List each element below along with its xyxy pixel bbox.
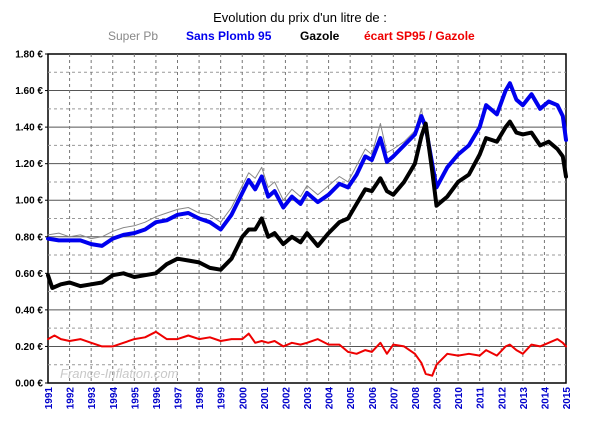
legend-sans-plomb-95: Sans Plomb 95: [186, 29, 272, 43]
x-tick-label: 1999: [217, 387, 228, 410]
y-tick-label: 0.80 €: [15, 232, 43, 243]
x-tick-label: 2012: [497, 387, 508, 410]
x-axis-ticks: 1991 1992 1993 1994 1995 1996 1997 1998 1999 2000…: [44, 387, 573, 410]
x-tick-label: 2004: [325, 387, 336, 410]
x-tick-label: 1992: [66, 387, 77, 410]
legend-gazole: Gazole: [300, 29, 340, 43]
x-tick-label: 1996: [152, 387, 163, 410]
x-tick-label: 2013: [519, 387, 530, 410]
x-tick-label: 2003: [303, 387, 314, 410]
x-tick-label: 1994: [109, 387, 120, 410]
x-tick-label: 2006: [368, 387, 379, 410]
legend-ecart: écart SP95 / Gazole: [364, 29, 475, 43]
x-tick-label: 2002: [281, 387, 292, 410]
x-tick-label: 2001: [260, 387, 271, 410]
x-tick-label: 1991: [44, 387, 55, 410]
x-tick-label: 1993: [87, 387, 98, 410]
chart-title: Evolution du prix d'un litre de :: [213, 10, 387, 25]
x-tick-label: 2007: [389, 387, 400, 410]
x-tick-label: 1997: [174, 387, 185, 410]
watermark: France-Inflation.com: [60, 366, 179, 381]
y-tick-label: 1.20 €: [15, 159, 43, 170]
x-tick-label: 2015: [562, 387, 573, 410]
y-axis-ticks: 0.00 € 0.20 € 0.40 € 0.60 € 0.80 € 1.00 € 1.20…: [15, 50, 48, 390]
y-tick-label: 0.20 €: [15, 342, 43, 353]
y-tick-label: 0.00 €: [15, 379, 43, 390]
series-line-gazole: [46, 119, 568, 290]
y-tick-label: 1.80 €: [15, 50, 43, 61]
y-tick-label: 0.60 €: [15, 269, 43, 280]
x-tick-label: 2005: [346, 387, 357, 410]
x-tick-label: 2014: [540, 387, 551, 410]
x-tick-label: 2010: [454, 387, 465, 410]
series-line-sans-plomb-95: [46, 81, 568, 248]
x-tick-label: 1998: [195, 387, 206, 410]
y-tick-label: 1.00 €: [15, 196, 43, 207]
x-tick-label: 2000: [238, 387, 249, 410]
y-tick-label: 1.60 €: [15, 86, 43, 97]
x-tick-label: 2011: [476, 387, 487, 409]
series-lines: [46, 81, 568, 377]
grid: [47, 53, 567, 384]
x-tick-label: 2009: [433, 387, 444, 410]
x-tick-label: 2008: [411, 387, 422, 410]
legend-super-pb: Super Pb: [108, 29, 158, 43]
series-line-super-pb: [47, 108, 429, 240]
y-tick-label: 0.40 €: [15, 305, 43, 316]
y-tick-label: 1.40 €: [15, 123, 43, 134]
x-tick-label: 1995: [130, 387, 141, 410]
series-line--cart-sp95-gazole: [47, 330, 567, 377]
